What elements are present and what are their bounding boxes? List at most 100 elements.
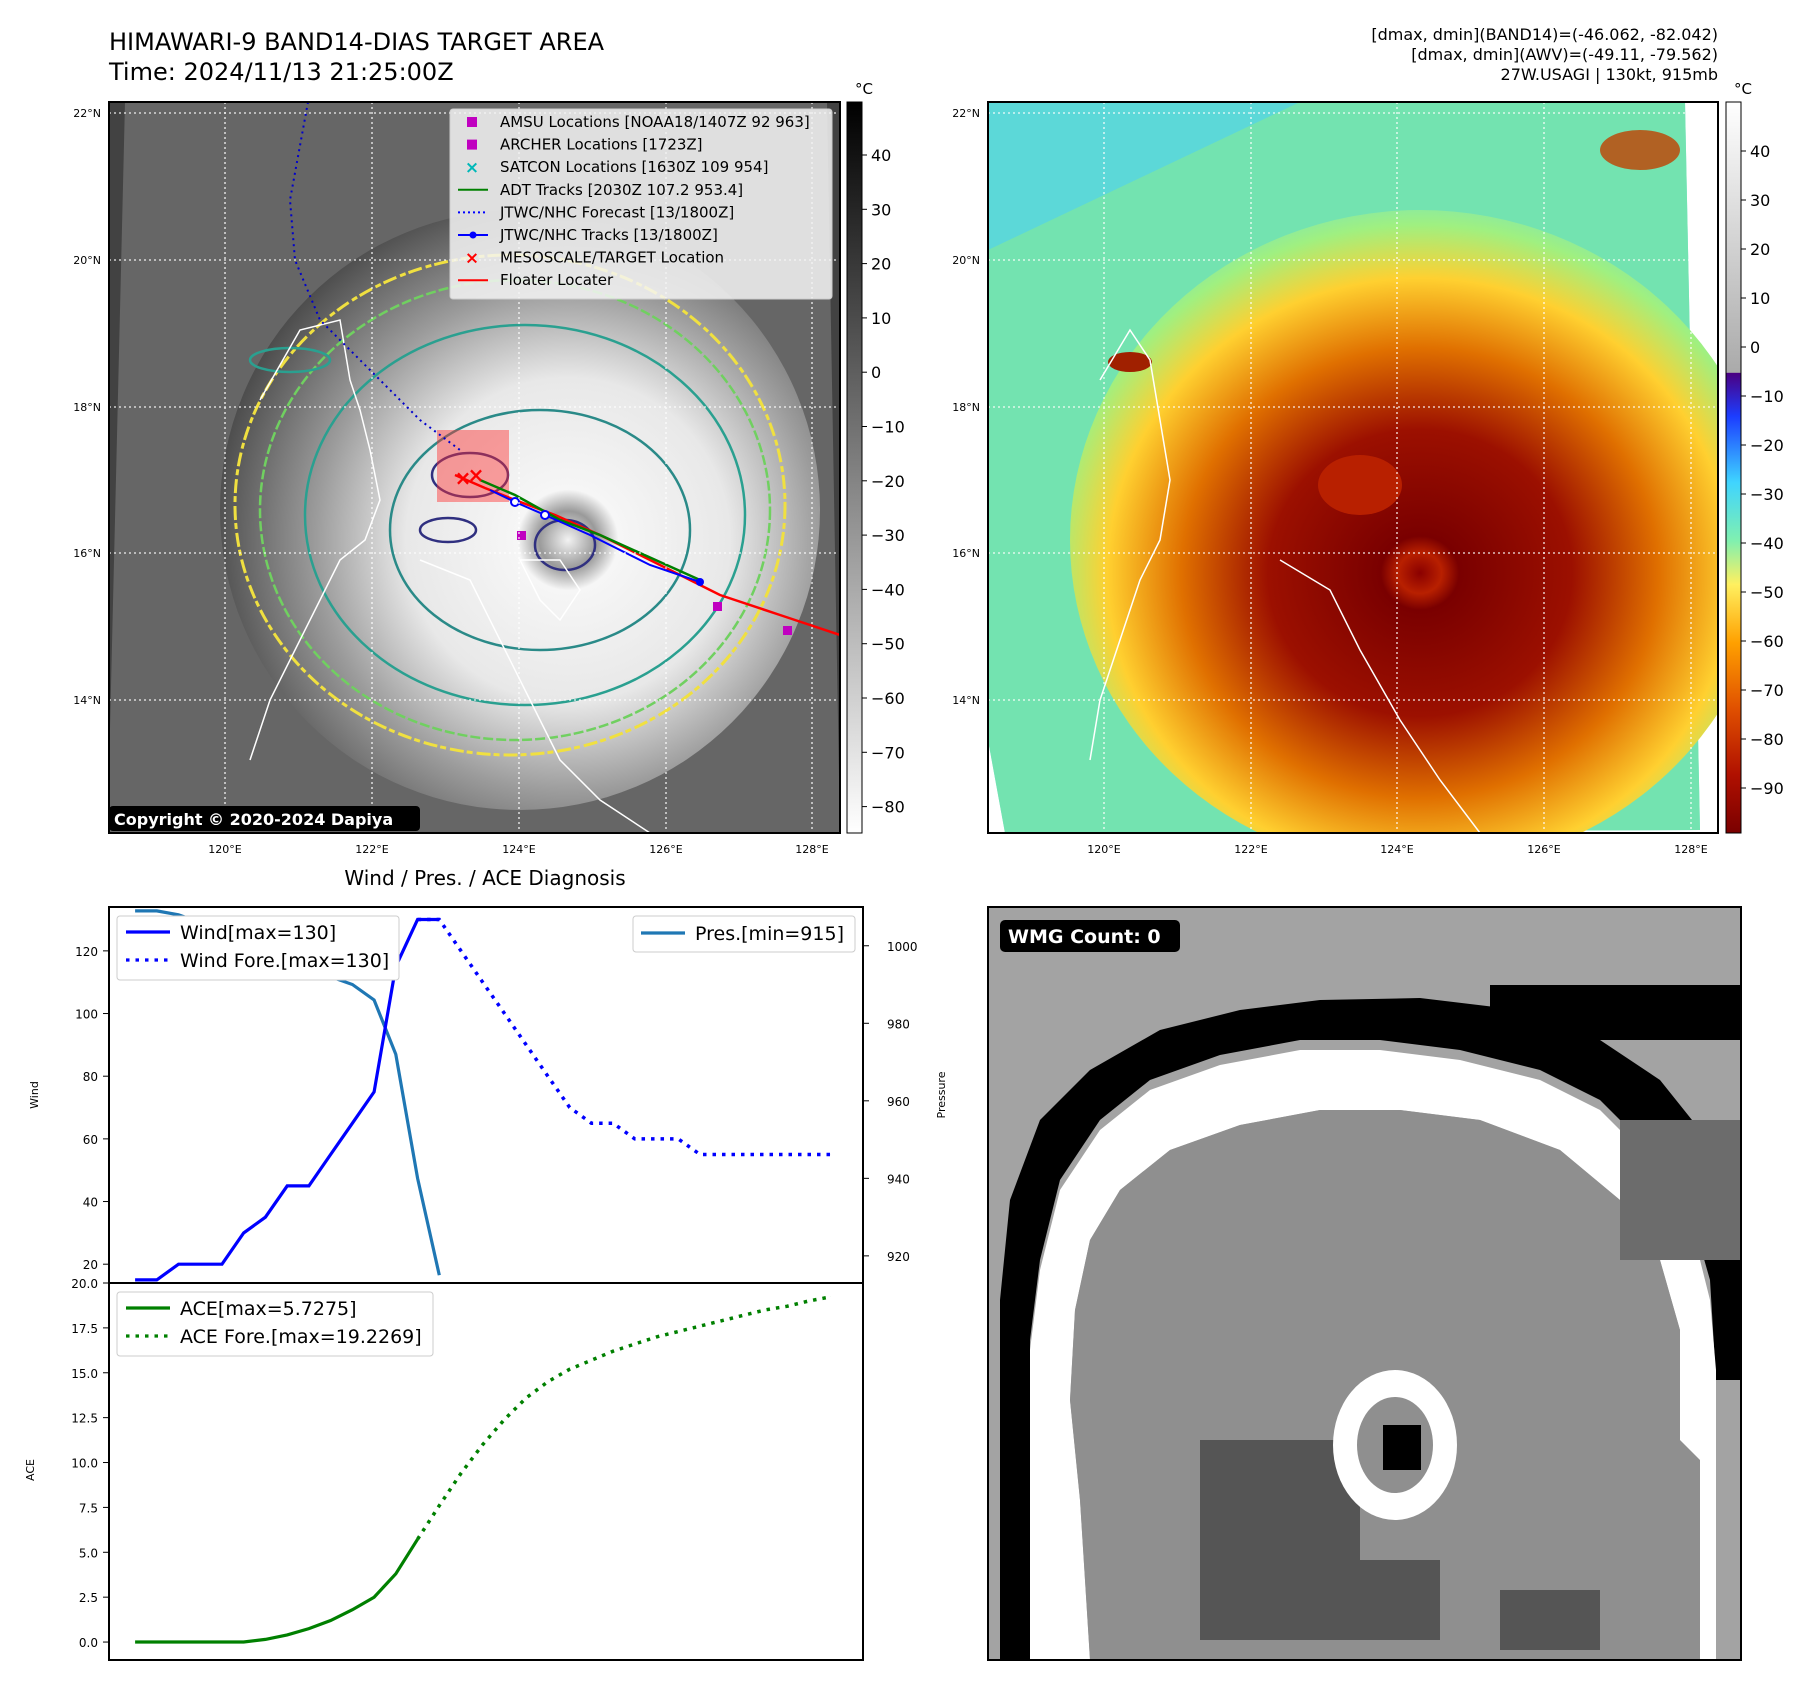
legend-square-marker <box>467 117 477 127</box>
colorbar-tick-label: −40 <box>871 580 905 599</box>
legend-x-marker: × <box>465 158 479 178</box>
svg-text:×: × <box>455 466 472 490</box>
colorbar-tick-label: −20 <box>1750 436 1784 455</box>
wind-tick-label: 20 <box>83 1258 98 1272</box>
colorbar-tick-label: 10 <box>871 309 891 328</box>
legend-entry: JTWC/NHC Forecast [13/1800Z] <box>458 203 734 221</box>
legend-entry: × MESOSCALE/TARGET Location <box>465 249 724 269</box>
colorbar-tick-label: −40 <box>1750 534 1784 553</box>
wmg-count-label: WMG Count: 0 <box>1008 926 1161 948</box>
ace-tick-label: 17.5 <box>71 1322 98 1336</box>
legend-dot-marker <box>469 231 477 239</box>
chart-title: Wind / Pres. / ACE Diagnosis <box>344 866 625 890</box>
ir-colorbar-unit: °C <box>855 80 873 98</box>
colorbar-tick-label: −80 <box>871 798 905 817</box>
colorbar-tick-label: −10 <box>871 418 905 437</box>
lat-label: 14°N <box>952 694 980 707</box>
ace-tick-label: 15.0 <box>71 1367 98 1381</box>
colorbar-tick-label: 20 <box>871 255 891 274</box>
colorbar-tick-label: −50 <box>871 635 905 654</box>
legend-entry: Floater Locater <box>458 271 614 289</box>
pressure-tick-label: 960 <box>887 1095 910 1109</box>
pressure-tick-label: 920 <box>887 1250 910 1264</box>
wind-tick-label: 80 <box>83 1070 98 1084</box>
legend-label: ADT Tracks [2030Z 107.2 953.4] <box>500 181 743 199</box>
map-axes: 22°N 22°N 20°N 20°N 18°N 18°N 16°N 16°N 14°N 14°N… <box>73 107 1708 856</box>
copyright-label: Copyright © 2020-2024 Dapiya <box>114 810 393 829</box>
legend-entry: ADT Tracks [2030Z 107.2 953.4] <box>458 181 743 199</box>
wind-legend-label: Wind[max=130] <box>180 922 336 944</box>
figure-title: HIMAWARI-9 BAND14-DIAS TARGET AREA <box>109 28 605 56</box>
wind-legend: Wind[max=130] Wind Fore.[max=130] <box>116 915 400 981</box>
lon-label: 128°E <box>795 843 828 856</box>
lat-label: 20°N <box>952 254 980 267</box>
lat-label: 14°N <box>73 694 101 707</box>
colorbar-tick-label: −70 <box>1750 681 1784 700</box>
colorbar-tick-label: −60 <box>1750 632 1784 651</box>
legend-label: JTWC/NHC Forecast [13/1800Z] <box>499 203 734 221</box>
lon-label: 120°E <box>1087 843 1120 856</box>
lon-label: 126°E <box>649 843 682 856</box>
legend-entry: ARCHER Locations [1723Z] <box>467 136 703 154</box>
colorbar-tick-label: 30 <box>871 200 891 219</box>
colorbar-tick-label: 30 <box>1750 191 1770 210</box>
pressure-legend-label: Pres.[min=915] <box>695 923 844 945</box>
wind-pressure-chart: 20 40 60 80 100 120 920 940 960 980 1000 Wind[max=1… <box>28 906 948 1284</box>
awv-map-panel <box>987 101 1719 834</box>
ace-tick-label: 2.5 <box>79 1591 98 1605</box>
colorbar-tick-label: 0 <box>871 363 881 382</box>
lat-label: 16°N <box>952 547 980 560</box>
legend-entry: AMSU Locations [NOAA18/1407Z 92 963] <box>467 113 810 131</box>
lat-label: 22°N <box>952 107 980 120</box>
colorbar-tick-label: −10 <box>1750 387 1784 406</box>
colorbar-tick-label: 40 <box>1750 142 1770 161</box>
lon-label: 122°E <box>1234 843 1267 856</box>
info-dmax-band14: [dmax, dmin](BAND14)=(-46.062, -82.042) <box>1371 25 1718 44</box>
legend-label: ARCHER Locations [1723Z] <box>500 136 703 154</box>
pressure-tick-label: 1000 <box>887 940 918 954</box>
legend-label: SATCON Locations [1630Z 109 954] <box>500 158 768 176</box>
ace-legend: ACE[max=5.7275] ACE Fore.[max=19.2269] <box>116 1291 434 1357</box>
colorbar-tick-label: −90 <box>1750 779 1784 798</box>
colorbar-tick-label: −50 <box>1750 583 1784 602</box>
colorbar-tick-label: 20 <box>1750 240 1770 259</box>
svg-text:×: × <box>468 463 485 487</box>
colorbar-tick-label: −60 <box>871 689 905 708</box>
wind-legend-label: Wind Fore.[max=130] <box>180 950 389 972</box>
series-line-wind-fore- <box>417 917 831 1157</box>
ace-axis-label: ACE <box>24 1459 37 1481</box>
lat-label: 16°N <box>73 547 101 560</box>
pressure-axis-label: Pressure <box>935 1071 948 1118</box>
legend-square-marker <box>467 139 477 150</box>
lon-label: 122°E <box>355 843 388 856</box>
legend-entry: JTWC/NHC Tracks [13/1800Z] <box>458 226 718 244</box>
ace-legend-label: ACE Fore.[max=19.2269] <box>180 1326 422 1348</box>
awv-colorbar-unit: °C <box>1734 80 1752 98</box>
lat-label: 18°N <box>952 401 980 414</box>
colorbar-tick-label: 0 <box>1750 338 1760 357</box>
series-line-ace <box>135 1538 419 1644</box>
legend-entry: × SATCON Locations [1630Z 109 954] <box>465 158 769 178</box>
wind-tick-label: 60 <box>83 1133 98 1147</box>
lon-label: 128°E <box>1674 843 1707 856</box>
ace-tick-label: 20.0 <box>71 1277 98 1291</box>
colorbar-tick-label: 40 <box>871 146 891 165</box>
wind-tick-label: 100 <box>75 1008 98 1022</box>
lat-label: 22°N <box>73 107 101 120</box>
pressure-legend: Pres.[min=915] <box>632 915 856 953</box>
colorbar-tick-label: −30 <box>1750 485 1784 504</box>
colorbar-tick-label: −80 <box>1750 730 1784 749</box>
wind-tick-label: 40 <box>83 1196 98 1210</box>
map-legend: AMSU Locations [NOAA18/1407Z 92 963] ARCH… <box>449 108 833 300</box>
ace-tick-label: 0.0 <box>79 1636 98 1650</box>
wind-tick-label: 120 <box>75 945 98 959</box>
colorbar-tick-label: −20 <box>871 472 905 491</box>
awv-colorbar: °C 40 30 20 10 0 −10 −20 −30 −40 −50 −60 −70 −80 −90 <box>1725 80 1784 834</box>
lon-label: 120°E <box>208 843 241 856</box>
ace-tick-label: 10.0 <box>71 1457 98 1471</box>
ace-tick-label: 12.5 <box>71 1412 98 1426</box>
legend-label: JTWC/NHC Tracks [13/1800Z] <box>499 226 718 244</box>
pressure-tick-label: 980 <box>887 1017 910 1031</box>
ace-tick-label: 5.0 <box>79 1546 98 1560</box>
